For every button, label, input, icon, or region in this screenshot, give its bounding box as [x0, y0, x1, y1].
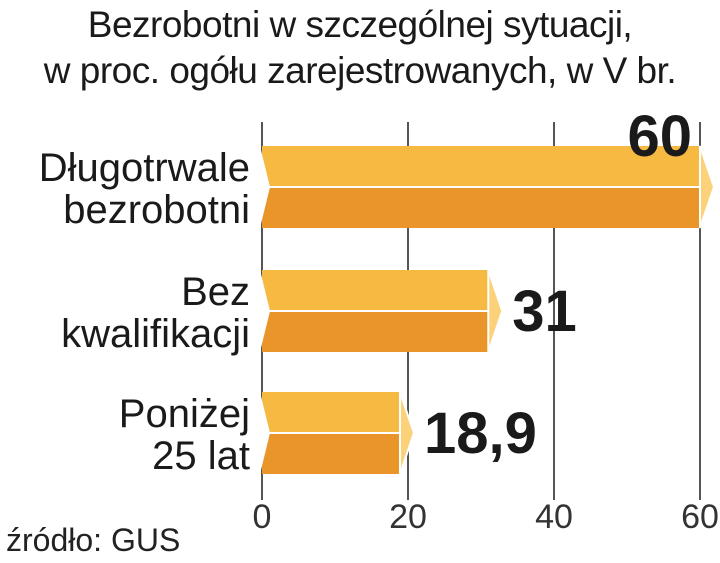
- value-label-2: 18,9: [424, 401, 537, 466]
- value-label-0: 60: [627, 104, 692, 169]
- bar-notch-1: [260, 270, 270, 352]
- bar-tip-2: [398, 391, 416, 475]
- category-label-1-1: kwalifikacji: [61, 312, 250, 356]
- value-label-1: 31: [512, 279, 577, 344]
- source-note: źródło: GUS: [6, 522, 181, 558]
- bar-bottom-2: [262, 433, 400, 474]
- bar-top-0: [262, 146, 700, 187]
- chart-title-line-1: Bezrobotni w szczególnej sytuacji,: [87, 4, 633, 45]
- bar-bottom-1: [262, 311, 489, 352]
- bar-bottom-0: [262, 187, 700, 228]
- category-label-1-0: Bez: [181, 270, 250, 314]
- category-label-0-1: bezrobotni: [63, 188, 250, 232]
- bar-tip-1: [487, 269, 504, 353]
- tick-label-1: 20: [389, 498, 427, 536]
- chart-title-line-2: w proc. ogółu zarejestrowanych, w V br.: [43, 50, 677, 91]
- chart-title: Bezrobotni w szczególnej sytuacji, w pro…: [0, 2, 720, 94]
- bar-tip-0: [699, 145, 716, 229]
- tick-label-3: 60: [681, 498, 719, 536]
- bar-notch-0: [260, 146, 270, 228]
- bar-notch-2: [260, 392, 270, 474]
- category-label-0-0: Długotrwale: [39, 146, 250, 190]
- tick-label-0: 0: [253, 498, 272, 536]
- bar-top-2: [262, 392, 400, 433]
- category-label-2-1: 25 lat: [152, 434, 250, 478]
- tick-label-2: 40: [535, 498, 573, 536]
- bar-top-1: [262, 270, 489, 311]
- category-label-2-0: Poniżej: [119, 392, 250, 436]
